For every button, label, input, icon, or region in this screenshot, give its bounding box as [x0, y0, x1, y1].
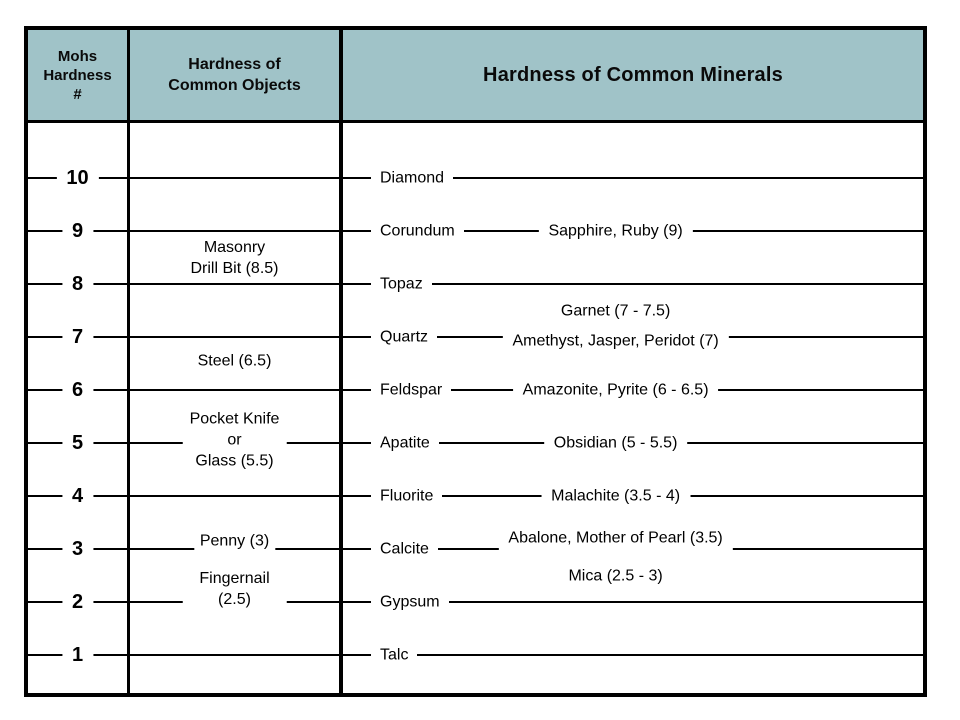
- mineral-name: Feldspar: [371, 377, 452, 403]
- object-label: Masonry Drill Bit (8.5): [182, 232, 287, 283]
- mineral-line: [343, 654, 923, 656]
- floating-mineral-label: Garnet (7 - 7.5): [550, 298, 681, 323]
- floating-mineral-label: Mica (2.5 - 3): [558, 563, 673, 588]
- mineral-name: Quartz: [371, 324, 438, 350]
- scale-number: 6: [61, 378, 94, 402]
- mineral-examples: Obsidian (5 - 5.5): [543, 430, 688, 456]
- object-grid-line: [130, 495, 339, 497]
- object-grid-line: [130, 654, 339, 656]
- mineral-examples: Abalone, Mother of Pearl (3.5): [498, 525, 733, 551]
- mineral-name: Topaz: [371, 271, 432, 297]
- scale-number: 9: [61, 219, 94, 243]
- scale-number: 1: [61, 643, 94, 667]
- object-label: Steel (6.5): [191, 346, 278, 376]
- scale-number: 10: [56, 166, 99, 190]
- header-mohs-number: Mohs Hardness #: [43, 47, 112, 103]
- object-grid-line: [130, 177, 339, 179]
- mineral-line: [343, 601, 923, 603]
- scale-number: 2: [61, 590, 94, 614]
- mineral-name: Apatite: [371, 430, 439, 456]
- mineral-name: Calcite: [371, 536, 438, 562]
- object-grid-line: [130, 389, 339, 391]
- object-label: Pocket Knife or Glass (5.5): [182, 404, 287, 476]
- scale-number: 8: [61, 272, 94, 296]
- header-common-objects: Hardness of Common Objects: [168, 56, 301, 94]
- mineral-examples: Amethyst, Jasper, Peridot (7): [502, 328, 729, 354]
- scale-number: 7: [61, 325, 94, 349]
- header-band: [28, 30, 923, 120]
- mineral-name: Fluorite: [371, 483, 443, 509]
- scale-number: 4: [61, 484, 94, 508]
- header-bottom-border: [28, 120, 923, 123]
- object-grid-line: [130, 336, 339, 338]
- mineral-line: [343, 283, 923, 285]
- mineral-name: Talc: [371, 642, 418, 668]
- mineral-name: Corundum: [371, 218, 464, 244]
- scale-number: 3: [61, 537, 94, 561]
- object-label: Penny (3): [193, 526, 276, 556]
- table-frame: [24, 26, 927, 697]
- mineral-examples: Sapphire, Ruby (9): [538, 218, 693, 244]
- mineral-line: [343, 177, 923, 179]
- object-grid-line: [130, 230, 339, 232]
- mineral-name: Diamond: [371, 165, 454, 191]
- mineral-examples: Malachite (3.5 - 4): [541, 483, 691, 509]
- mineral-name: Gypsum: [371, 589, 449, 615]
- header-common-minerals: Hardness of Common Minerals: [483, 63, 783, 86]
- column-divider-1: [127, 30, 130, 693]
- object-grid-line: [130, 283, 339, 285]
- column-divider-2: [339, 30, 343, 693]
- scale-number: 5: [61, 431, 94, 455]
- mineral-examples: Amazonite, Pyrite (6 - 6.5): [512, 377, 719, 403]
- object-label: Fingernail (2.5): [182, 564, 287, 615]
